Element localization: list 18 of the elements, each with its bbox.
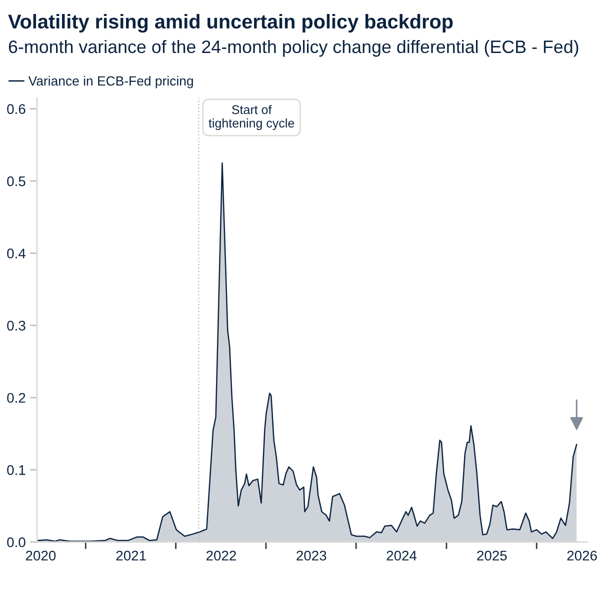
y-tick-label: 0.5 [7, 176, 26, 186]
chart-title: Volatility rising amid uncertain policy backdrop [8, 14, 453, 33]
x-tick-label: 2020 [26, 550, 56, 561]
x-tick-label: 2025 [477, 550, 507, 561]
x-tick-label: 2023 [296, 550, 326, 561]
y-tick-label: 0.1 [7, 465, 26, 475]
y-tick-label: 0.3 [7, 320, 26, 331]
x-tick-label: 2026 [567, 550, 597, 561]
x-tick-label: 2021 [116, 550, 146, 561]
ref-line-label: Start of tightening cycle [208, 104, 294, 130]
x-tick-label: 2024 [386, 550, 417, 561]
y-tick-label: 0.6 [7, 104, 26, 114]
x-tick-label: 2022 [206, 550, 236, 561]
y-tick-label: 0.0 [7, 537, 26, 548]
y-tick-label: 0.4 [7, 248, 26, 258]
chart-subtitle: 6-month variance of the 24-month policy change differential (ECB - Fed) [8, 40, 578, 57]
legend-label: Variance in ECB-Fed pricing [28, 76, 193, 88]
y-tick-label: 0.2 [7, 392, 26, 403]
